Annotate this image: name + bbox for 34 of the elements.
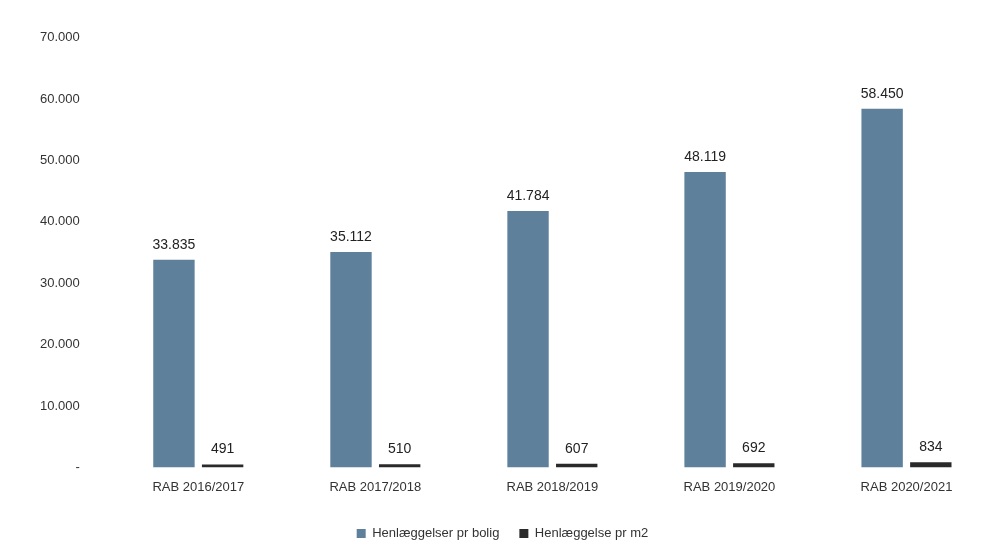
y-tick-label: 60.000 xyxy=(40,90,80,106)
x-tick-label: RAB 2019/2020 xyxy=(683,478,776,494)
data-label: 48.119 xyxy=(684,147,727,164)
bar xyxy=(153,259,195,468)
x-tick-label: RAB 2020/2021 xyxy=(860,478,953,494)
bar xyxy=(910,462,952,468)
bar xyxy=(684,172,726,468)
x-tick-label: RAB 2016/2017 xyxy=(152,478,245,494)
data-label: 33.835 xyxy=(152,235,196,252)
data-label: 692 xyxy=(742,439,766,456)
data-label: 35.112 xyxy=(330,227,373,244)
y-tick-label: 40.000 xyxy=(40,213,80,229)
bar xyxy=(507,210,549,468)
legend-label: Henlæggelse pr m2 xyxy=(534,525,649,541)
bar xyxy=(733,463,775,468)
y-tick-label: 50.000 xyxy=(40,152,80,168)
legend-label: Henlæggelser pr bolig xyxy=(372,525,500,541)
bar xyxy=(201,464,244,468)
y-tick-label: 30.000 xyxy=(40,274,80,290)
y-tick-label: - xyxy=(75,458,80,474)
bar xyxy=(330,251,372,468)
x-tick-label: RAB 2017/2018 xyxy=(329,478,422,494)
data-label: 491 xyxy=(210,440,235,457)
bar xyxy=(861,108,903,468)
y-tick-label: 20.000 xyxy=(40,336,80,352)
y-tick-label: 10.000 xyxy=(40,397,80,413)
data-label: 510 xyxy=(388,440,412,457)
x-tick-label: RAB 2018/2019 xyxy=(506,478,599,494)
data-label: 607 xyxy=(565,439,589,456)
data-label: 834 xyxy=(919,438,943,455)
bar xyxy=(378,464,421,468)
y-tick-label: 70.000 xyxy=(40,29,80,45)
data-label: 58.450 xyxy=(860,84,904,101)
data-label: 41.784 xyxy=(506,186,550,203)
